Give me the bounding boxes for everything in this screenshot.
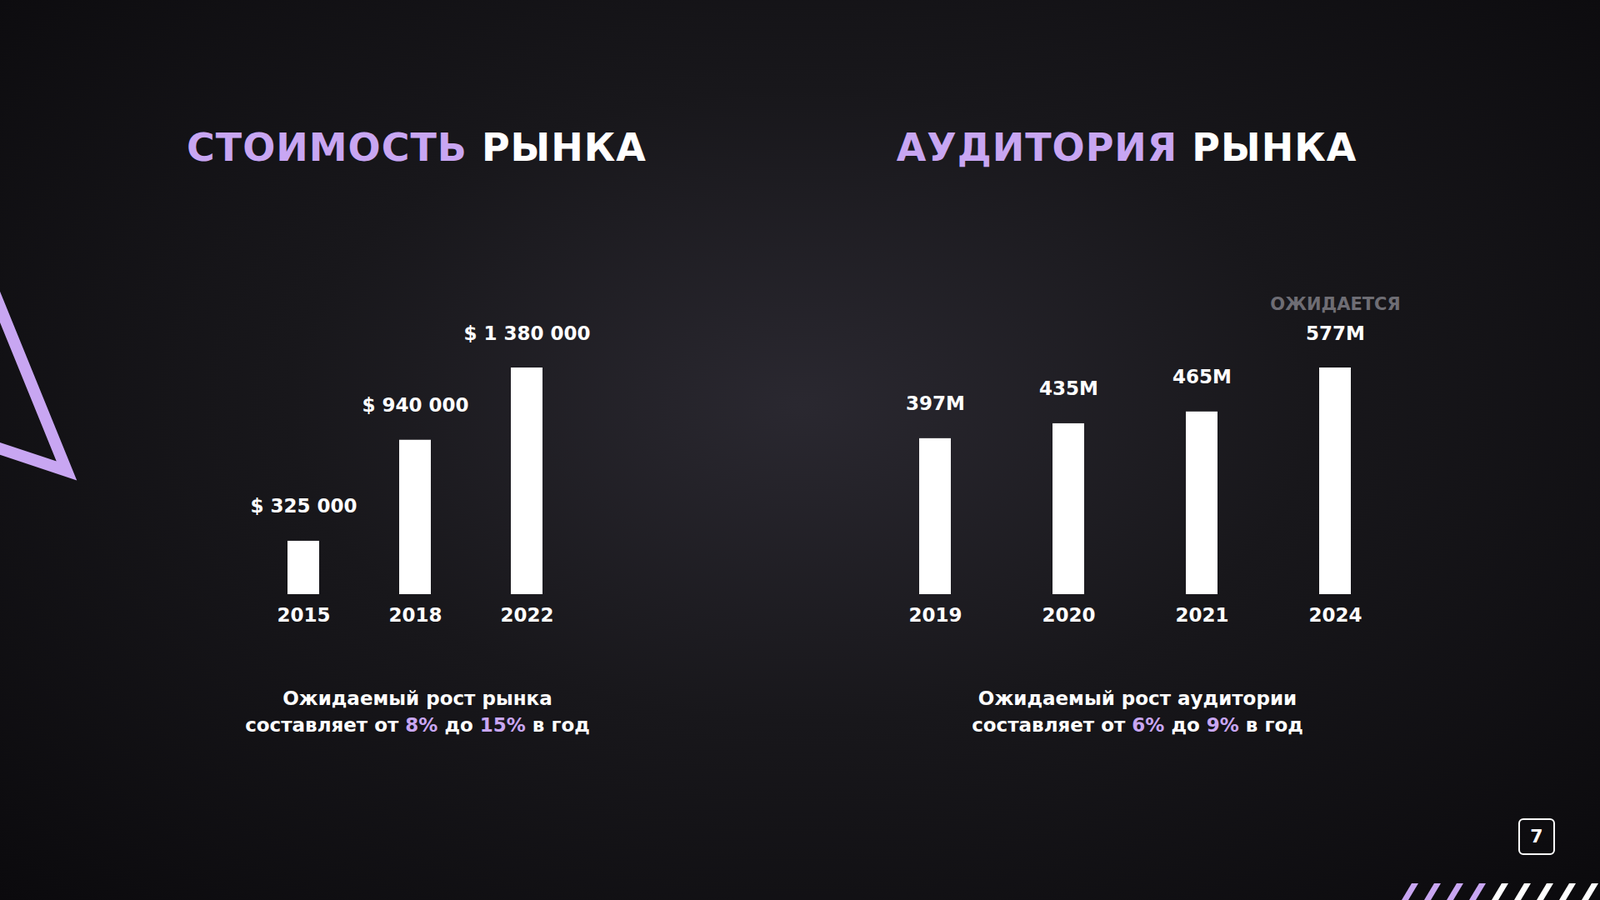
svg-text:2015: 2015 [276, 604, 330, 626]
svg-text:$ 940 000: $ 940 000 [361, 394, 469, 416]
html-text:составляет от 8% до 15% в год: составляет от 8% до 15% в год [245, 714, 590, 736]
html-text:составляет от 6% до 9% в год: составляет от 6% до 9% в год [971, 714, 1304, 736]
svg-text:$ 325 000: $ 325 000 [250, 495, 357, 517]
svg-text:2021: 2021 [1175, 604, 1229, 626]
svg-text:397M: 397M [905, 392, 965, 415]
svg-text:2020: 2020 [1041, 604, 1095, 626]
svg-text:435M: 435M [1039, 377, 1099, 400]
html-text:Ожидаемый рост аудитории: Ожидаемый рост аудитории [978, 687, 1297, 710]
html-text:АУДИТОРИЯ РЫНКА: АУДИТОРИЯ РЫНКА [896, 125, 1357, 170]
svg-text:465M: 465M [1172, 365, 1232, 388]
svg-text:2024: 2024 [1308, 604, 1362, 626]
svg-text:$ 1 380 000: $ 1 380 000 [463, 322, 590, 345]
html-text:Ожидаемый рост рынка: Ожидаемый рост рынка [282, 687, 553, 710]
svg-text:2022: 2022 [500, 604, 554, 626]
html-text:СТОИМОСТЬ РЫНКА: СТОИМОСТЬ РЫНКА [186, 125, 647, 170]
svg-text:ОЖИДАЕТСЯ: ОЖИДАЕТСЯ [1270, 294, 1400, 315]
svg-text:2019: 2019 [908, 604, 962, 626]
html-text:7: 7 [1530, 825, 1544, 847]
svg-text:577M: 577M [1305, 322, 1365, 345]
svg-text:2018: 2018 [388, 604, 442, 626]
